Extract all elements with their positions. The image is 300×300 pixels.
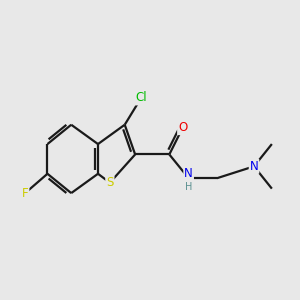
- Text: F: F: [22, 187, 28, 200]
- Text: N: N: [184, 167, 193, 180]
- Text: N: N: [250, 160, 258, 173]
- Text: O: O: [178, 121, 187, 134]
- Text: H: H: [185, 182, 192, 192]
- Text: S: S: [106, 176, 114, 189]
- Text: Cl: Cl: [135, 92, 147, 104]
